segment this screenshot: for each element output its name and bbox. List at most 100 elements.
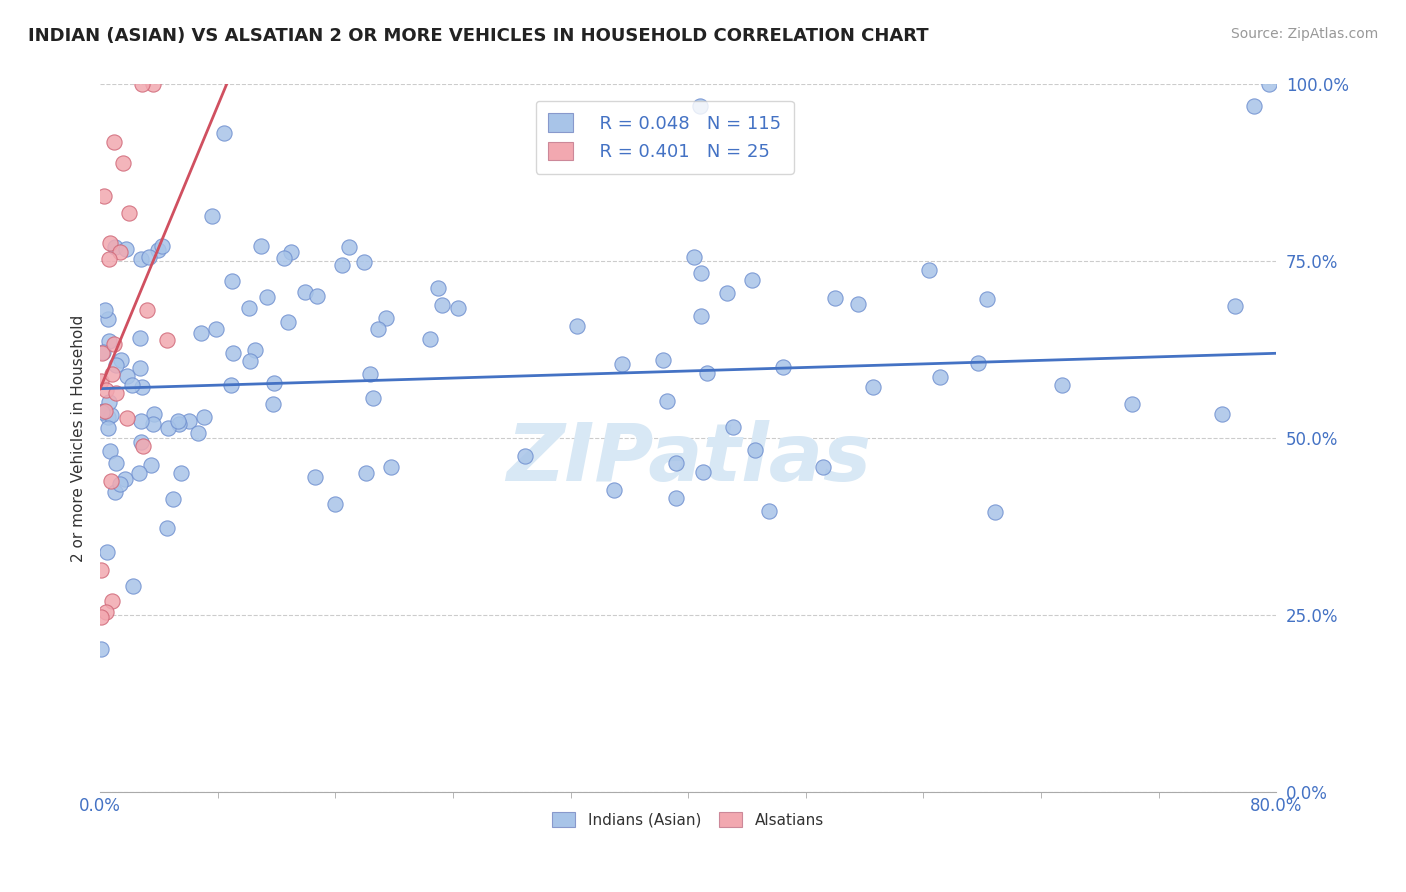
Point [222, 346, 245, 360]
Point [156, 520, 179, 534]
Point [131, 78, 153, 92]
Point [142, 78, 165, 92]
Point [967, 356, 990, 370]
Point [110, 353, 132, 368]
Point [104, 485, 127, 500]
Point [91, 345, 114, 359]
Point [1257, 78, 1279, 92]
Point [565, 318, 588, 333]
Point [98, 444, 121, 458]
Point [111, 156, 134, 170]
Point [131, 380, 153, 394]
Point [1211, 407, 1233, 421]
Point [104, 240, 127, 254]
Point [103, 337, 125, 351]
Point [359, 368, 381, 382]
Point [97, 409, 120, 424]
Point [105, 358, 128, 372]
Point [689, 266, 711, 280]
Point [115, 368, 138, 383]
Point [98, 395, 121, 409]
Point [91, 404, 114, 418]
Point [170, 466, 193, 480]
Point [105, 386, 128, 401]
Point [136, 303, 159, 318]
Point [696, 366, 718, 380]
Point [294, 285, 316, 299]
Point [97, 312, 120, 326]
Legend: Indians (Asian), Alsatians: Indians (Asian), Alsatians [547, 805, 830, 834]
Point [96, 544, 118, 558]
Point [277, 315, 299, 329]
Point [162, 491, 184, 506]
Point [249, 239, 271, 253]
Point [97, 252, 120, 267]
Point [273, 251, 295, 265]
Point [129, 361, 152, 376]
Point [201, 209, 224, 223]
Point [304, 470, 326, 484]
Point [156, 421, 179, 435]
Point [131, 435, 153, 450]
Point [110, 477, 132, 491]
Point [651, 353, 673, 368]
Point [167, 414, 190, 428]
Point [1243, 98, 1265, 112]
Point [98, 334, 121, 348]
Point [90, 641, 112, 656]
Point [138, 250, 160, 264]
Point [90, 610, 112, 624]
Point [430, 298, 453, 312]
Point [811, 459, 834, 474]
Point [716, 285, 738, 300]
Point [108, 244, 131, 259]
Point [330, 258, 353, 272]
Point [90, 374, 112, 388]
Point [848, 297, 870, 311]
Point [363, 391, 385, 405]
Point [243, 343, 266, 357]
Point [447, 301, 470, 315]
Point [824, 291, 846, 305]
Point [692, 465, 714, 479]
Point [984, 505, 1007, 519]
Text: ZIPatlas: ZIPatlas [506, 420, 870, 499]
Point [337, 240, 360, 254]
Point [114, 472, 136, 486]
Point [928, 369, 950, 384]
Point [101, 367, 124, 381]
Point [91, 405, 114, 419]
Point [94, 605, 117, 619]
Point [610, 357, 633, 371]
Point [129, 252, 152, 267]
Point [101, 594, 124, 608]
Point [187, 426, 209, 441]
Point [602, 483, 624, 497]
Point [655, 394, 678, 409]
Point [689, 99, 711, 113]
Point [90, 563, 112, 577]
Point [690, 309, 713, 323]
Point [772, 359, 794, 374]
Point [93, 403, 115, 417]
Text: INDIAN (ASIAN) VS ALSATIAN 2 OR MORE VEHICLES IN HOUSEHOLD CORRELATION CHART: INDIAN (ASIAN) VS ALSATIAN 2 OR MORE VEH… [28, 27, 929, 45]
Point [683, 251, 706, 265]
Point [143, 407, 166, 421]
Point [239, 354, 262, 368]
Point [115, 410, 138, 425]
Point [256, 290, 278, 304]
Point [204, 322, 226, 336]
Point [193, 409, 215, 424]
Point [665, 456, 688, 470]
Point [105, 456, 128, 470]
Point [128, 331, 150, 345]
Point [741, 272, 763, 286]
Point [1121, 397, 1143, 411]
Point [94, 383, 117, 397]
Point [1052, 378, 1074, 392]
Point [307, 289, 329, 303]
Point [98, 236, 121, 251]
Point [103, 135, 125, 149]
Point [142, 417, 165, 431]
Point [353, 254, 375, 268]
